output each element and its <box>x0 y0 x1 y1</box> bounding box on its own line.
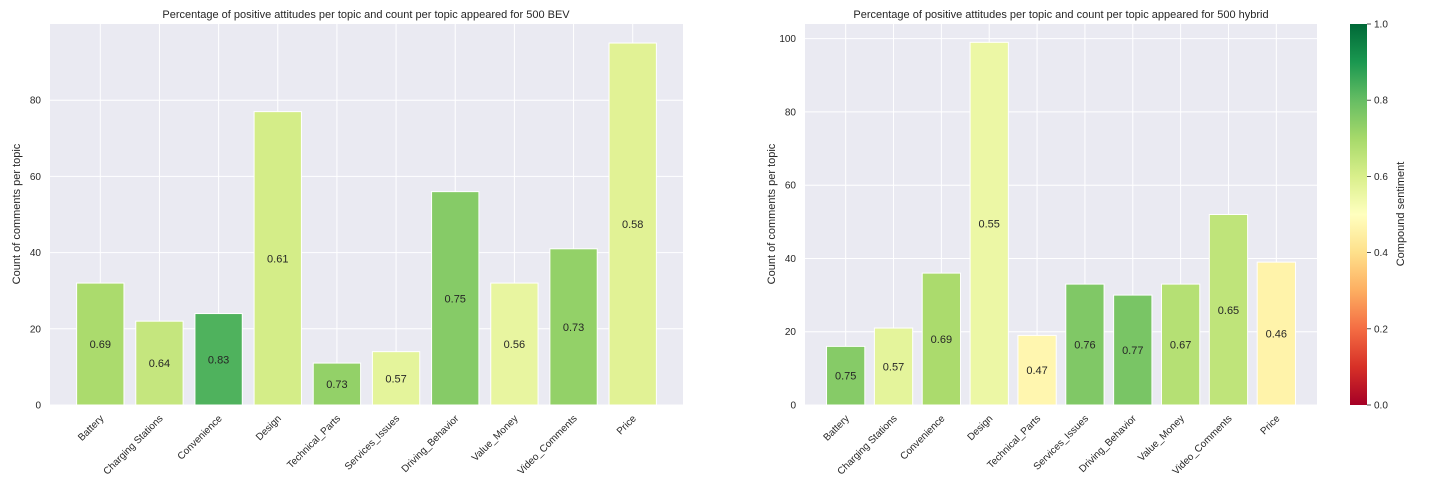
hybrid-x-tick-label: Design <box>966 413 996 443</box>
hybrid-y-tick-label: 80 <box>785 107 797 118</box>
bev-bar-price <box>608 42 657 406</box>
hybrid-x-tick-label: Convenience <box>898 413 947 462</box>
colorbar-ticks: 0.0 0.2 0.4 0.6 0.8 1.0 <box>1367 20 1388 412</box>
bev-bar-driving-behavior <box>431 191 480 406</box>
hybrid-y-tick-label: 100 <box>779 34 796 45</box>
bev-x-tick-label: Video_Comments <box>516 413 580 477</box>
bev-y-tick-label: 60 <box>30 172 42 183</box>
bev-bar-value-label: 0.69 <box>90 339 111 351</box>
bev-x-tick-label: Services_Issues <box>343 413 402 472</box>
bev-x-tick-label: Value_Money <box>470 413 521 464</box>
hybrid-y-tick-label: 20 <box>785 327 797 338</box>
colorbar-tick-label: 0.2 <box>1374 324 1388 335</box>
bev-x-tick-label: Technical_Parts <box>285 413 343 471</box>
bev-x-tick-label: Design <box>254 413 284 443</box>
hybrid-bar-value-label: 0.47 <box>1026 365 1047 377</box>
hybrid-x-tick-label: Value_Money <box>1136 413 1187 464</box>
bev-bar-services-issues <box>371 351 421 406</box>
bev-bar-value-label: 0.57 <box>385 373 406 385</box>
bev-x-tick-label: Price <box>615 413 639 437</box>
colorbar-label: Compound sentiment <box>1395 162 1407 267</box>
colorbar-gradient <box>1350 24 1367 405</box>
hybrid-y-tick-label: 40 <box>785 254 797 265</box>
hybrid-bar-value-label: 0.77 <box>1122 345 1143 357</box>
bev-y-tick-label: 40 <box>30 248 42 259</box>
bev-y-tick-label: 80 <box>30 96 42 107</box>
bev-bar-value-label: 0.75 <box>445 293 466 305</box>
hybrid-bar-price <box>1256 261 1296 406</box>
hybrid-bar-battery <box>826 345 866 406</box>
hybrid-chart-title: Percentage of positive attitudes per top… <box>853 9 1268 21</box>
hybrid-y-tick-label: 0 <box>790 401 796 412</box>
bev-bar-value-label: 0.83 <box>208 354 229 366</box>
bev-y-tick-label: 20 <box>30 324 42 335</box>
hybrid-chart: 0.75 0.57 0.69 0.55 0.47 0.76 0.77 0.67 0.65 0.46… <box>766 9 1317 477</box>
bev-bar-technical-parts <box>312 362 362 406</box>
bev-x-tick-label: Charging Stations <box>102 413 166 477</box>
hybrid-y-tick-label: 60 <box>785 181 797 192</box>
hybrid-bar-value-label: 0.46 <box>1266 329 1287 341</box>
hybrid-bar-services-issues <box>1065 283 1105 406</box>
bev-bar-value-label: 0.64 <box>149 358 170 370</box>
bev-x-tick-label: Convenience <box>176 413 225 462</box>
hybrid-bar-value-label: 0.69 <box>931 334 952 346</box>
bev-bar-battery <box>76 282 125 406</box>
hybrid-bar-video-comments <box>1208 214 1249 406</box>
bev-bar-value-money <box>490 282 539 406</box>
hybrid-x-tick-label: Battery <box>822 413 852 443</box>
bev-chart-title: Percentage of positive attitudes per top… <box>162 9 570 21</box>
bev-bar-design <box>253 111 302 406</box>
bev-bar-charging-stations <box>135 320 184 406</box>
bev-bars: 0.69 0.64 0.83 0.61 0.73 0.57 0.75 0.56 0.73 0.58 <box>76 42 657 406</box>
hybrid-bar-design <box>969 41 1009 406</box>
bev-chart: 0.69 0.64 0.83 0.61 0.73 0.57 0.75 0.56 0.73 0.58… <box>11 9 683 477</box>
hybrid-bar-value-label: 0.57 <box>883 362 904 374</box>
hybrid-bar-value-label: 0.75 <box>835 371 856 383</box>
bev-bar-video-comments <box>549 248 598 406</box>
hybrid-bar-value-label: 0.67 <box>1170 340 1191 352</box>
hybrid-bar-value-label: 0.65 <box>1218 305 1239 317</box>
bev-bar-value-label: 0.58 <box>622 219 643 231</box>
bev-x-tick-label: Driving_Behavior <box>400 413 462 475</box>
colorbar-tick-label: 0.0 <box>1374 401 1388 412</box>
colorbar-tick-label: 1.0 <box>1374 20 1388 31</box>
bev-bar-value-label: 0.73 <box>563 322 584 334</box>
bev-y-axis-label: Count of comments per topic <box>11 143 23 284</box>
hybrid-bar-value-money <box>1160 283 1201 406</box>
hybrid-x-tick-label: Price <box>1259 413 1283 437</box>
hybrid-bars: 0.75 0.57 0.69 0.55 0.47 0.76 0.77 0.67 0.65 0.46 <box>826 41 1296 406</box>
hybrid-bar-value-label: 0.76 <box>1074 340 1095 352</box>
colorbar-tick-label: 0.6 <box>1374 172 1388 183</box>
hybrid-y-axis-label: Count of comments per topic <box>766 143 778 284</box>
hybrid-bar-technical-parts <box>1017 334 1057 406</box>
bev-x-tick-label: Battery <box>76 413 106 443</box>
hybrid-bar-convenience <box>921 272 962 406</box>
hybrid-bar-driving-behavior <box>1113 294 1153 406</box>
hybrid-bar-charging-stations <box>873 327 914 406</box>
hybrid-bar-value-label: 0.55 <box>979 219 1000 231</box>
bev-bar-value-label: 0.73 <box>326 379 347 391</box>
bev-bar-convenience <box>194 313 243 406</box>
sentiment-colorbar: 0.0 0.2 0.4 0.6 0.8 1.0 Compound sentiment <box>1350 20 1407 412</box>
bev-y-tick-label: 0 <box>35 401 41 412</box>
colorbar-tick-label: 0.8 <box>1374 96 1388 107</box>
bev-bar-value-label: 0.56 <box>504 339 525 351</box>
bev-bar-value-label: 0.61 <box>267 253 288 265</box>
colorbar-tick-label: 0.4 <box>1374 248 1388 259</box>
